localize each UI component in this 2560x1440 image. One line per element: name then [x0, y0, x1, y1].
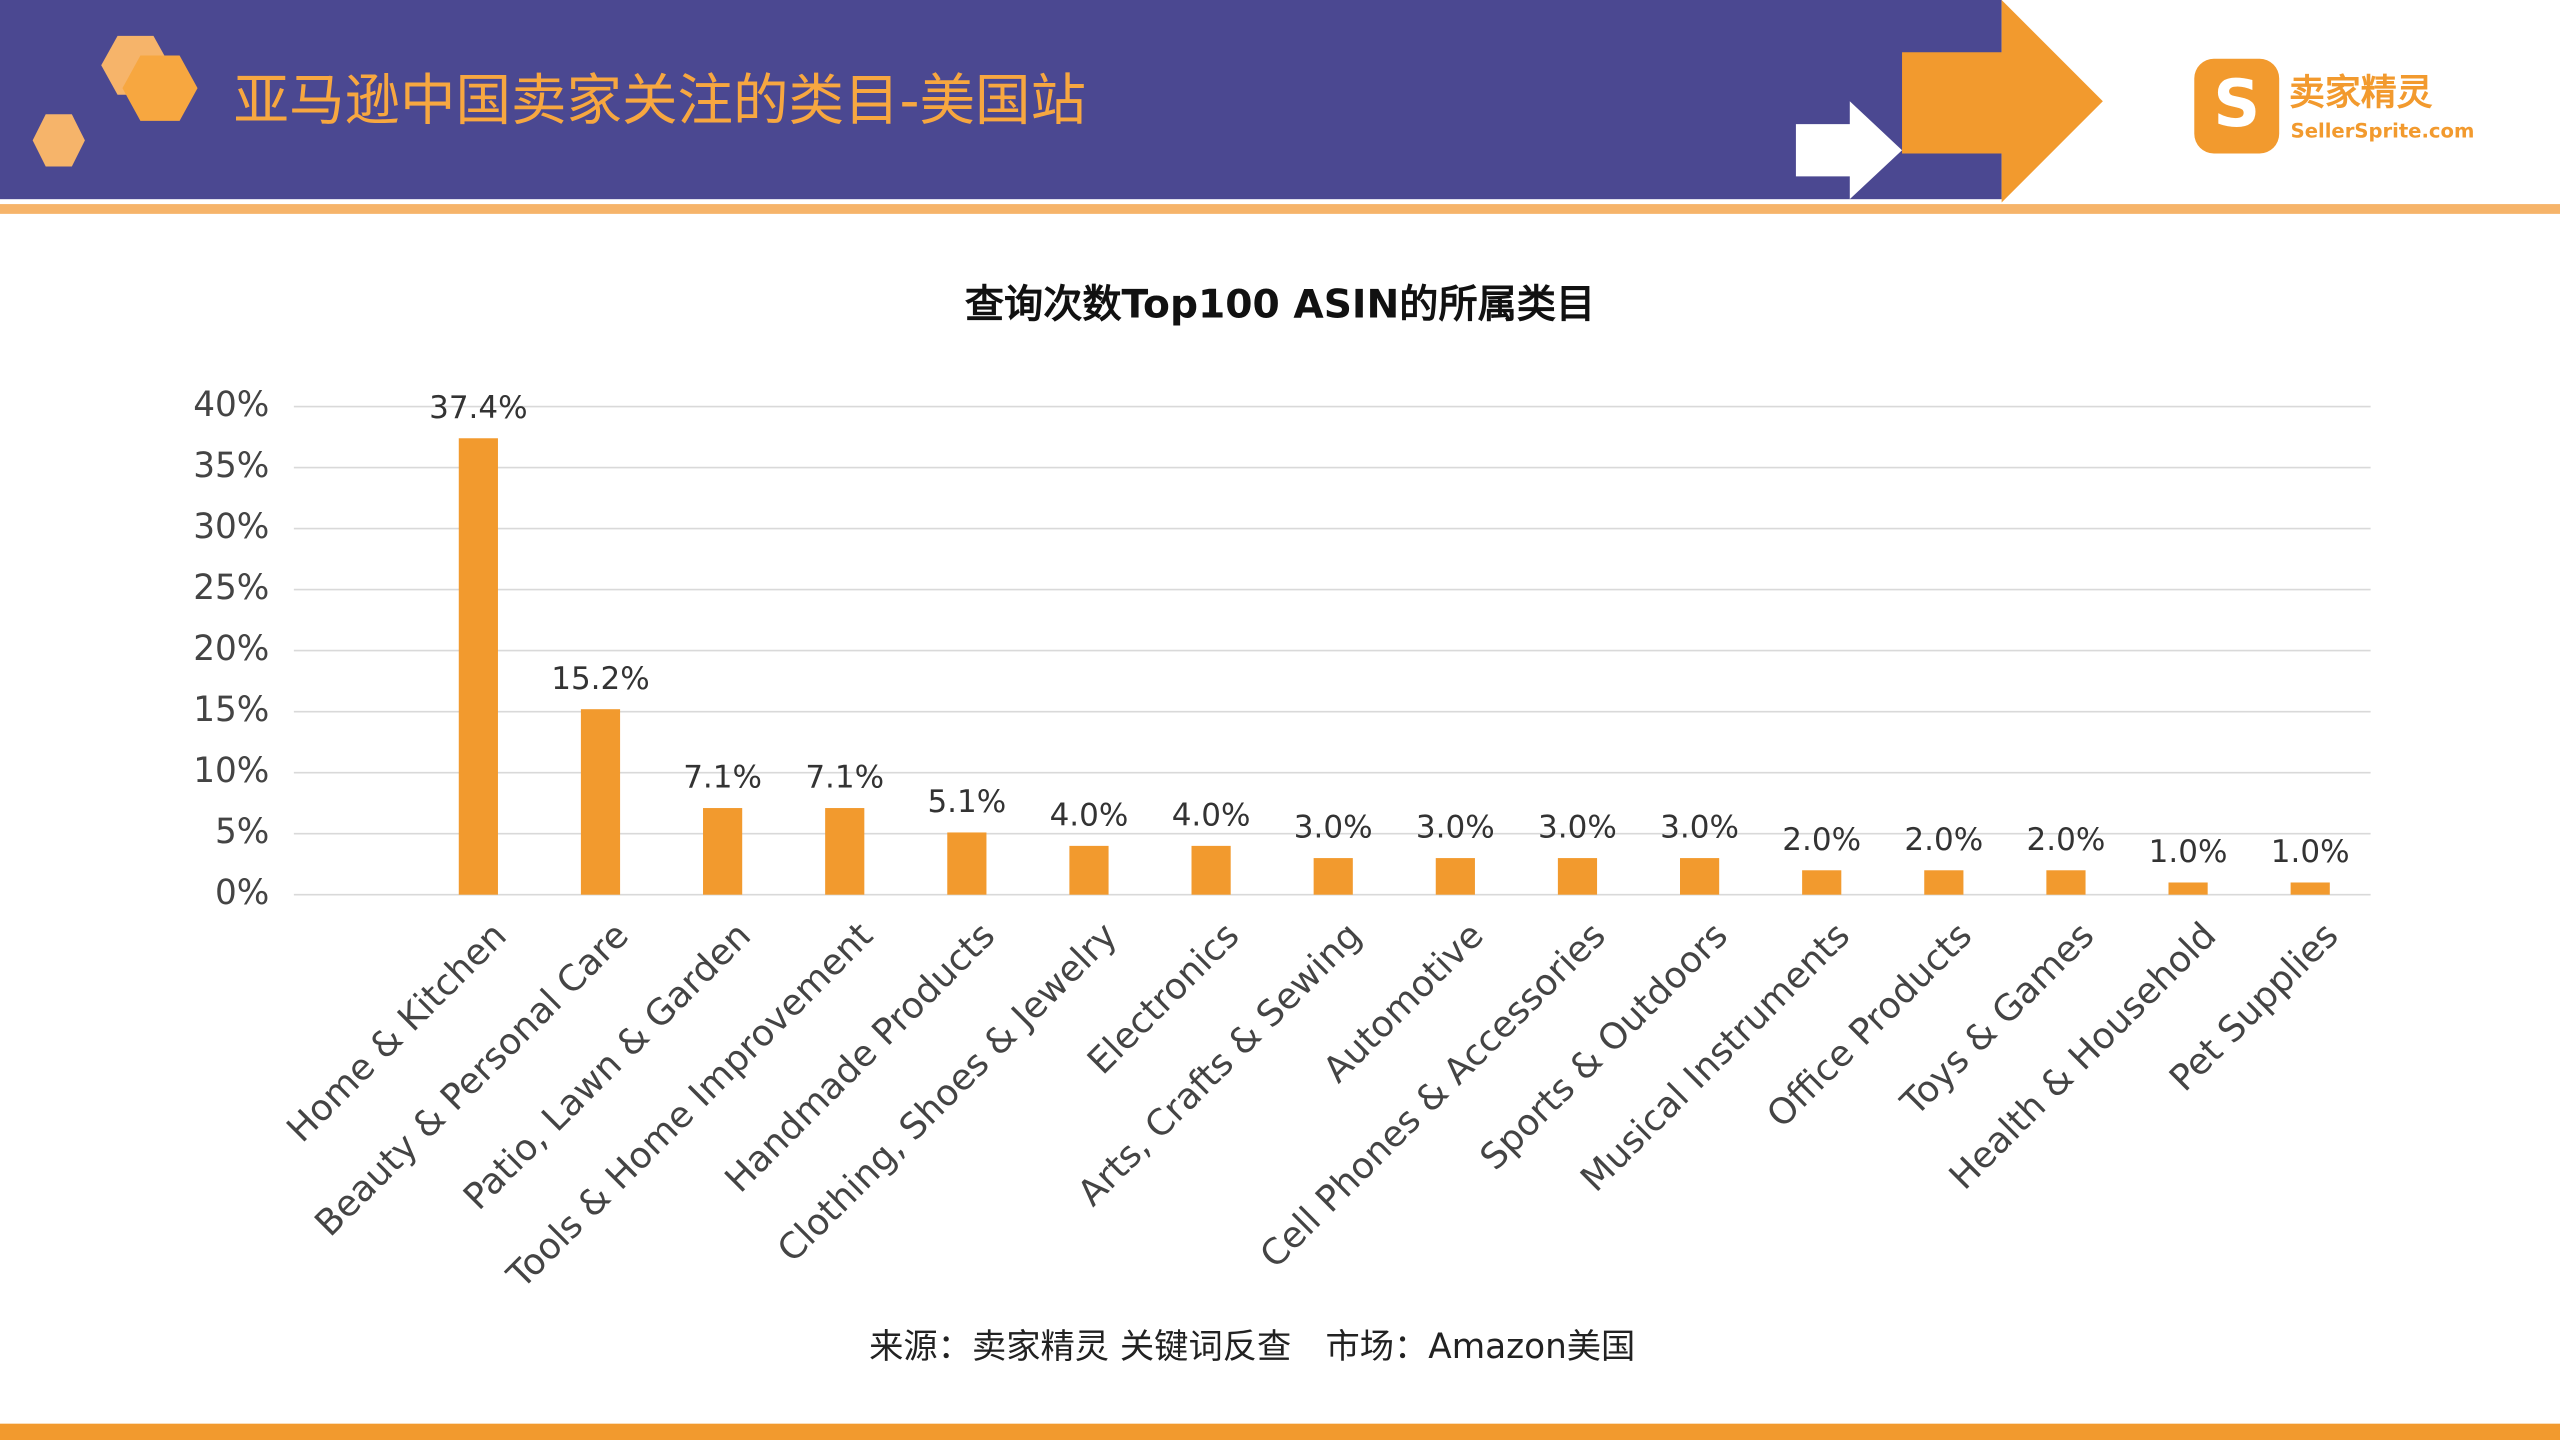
y-tick-label: 40%: [193, 385, 269, 425]
y-tick-label: 15%: [193, 690, 269, 730]
logo-site: SellerSprite.com: [2291, 120, 2475, 143]
logo-letter: S: [2213, 66, 2260, 142]
hexagon: [32, 114, 85, 167]
logo-name: 卖家精灵: [2289, 73, 2433, 114]
y-tick-label: 35%: [193, 446, 269, 486]
bar: [1557, 858, 1598, 895]
source-note: 来源：卖家精灵 关键词反查 市场：Amazon美国: [869, 1327, 1635, 1367]
data-label: 7.1%: [805, 760, 884, 796]
y-tick-label: 30%: [193, 507, 269, 547]
bar: [1069, 845, 1109, 895]
bar: [1435, 858, 1475, 895]
hexagon: [122, 55, 198, 121]
bar: [825, 808, 865, 895]
y-tick-label: 10%: [193, 751, 269, 791]
y-tick-label: 5%: [215, 812, 269, 852]
bar: [458, 438, 498, 895]
data-label: 37.4%: [429, 390, 528, 426]
arrow: [1902, 0, 2103, 203]
x-tick-label: Office Products: [1759, 915, 1980, 1136]
y-tick-label: 20%: [193, 629, 269, 669]
data-label: 3.0%: [1416, 810, 1495, 846]
chart-title: 查询次数Top100 ASIN的所属类目: [965, 282, 1595, 327]
header-title: 亚马逊中国卖家关注的类目-美国站: [233, 69, 1086, 134]
bar: [1680, 858, 1720, 895]
bar: [703, 808, 743, 895]
data-label: 3.0%: [1660, 810, 1739, 846]
data-label: 2.0%: [1782, 822, 1861, 858]
x-tick-label: Home & Kitchen: [279, 915, 514, 1150]
bar: [1802, 870, 1842, 895]
bar: [2168, 882, 2208, 895]
header-rule: [0, 204, 2560, 214]
data-label: 1.0%: [2149, 834, 2228, 870]
bar: [1924, 870, 1964, 895]
data-label: 4.0%: [1172, 797, 1251, 833]
data-label: 2.0%: [1904, 822, 1983, 858]
bar: [2290, 882, 2330, 895]
data-label: 15.2%: [551, 661, 650, 697]
y-tick-label: 0%: [215, 873, 269, 913]
data-label: 1.0%: [2271, 834, 2350, 870]
bar: [1313, 858, 1353, 895]
logo-icon: [2194, 58, 2280, 154]
data-label: 3.0%: [1538, 810, 1617, 846]
footer-rule: [0, 1423, 2560, 1440]
data-label: 4.0%: [1050, 797, 1129, 833]
arrow: [1795, 101, 1903, 200]
bar: [2046, 870, 2086, 895]
data-label: 7.1%: [683, 760, 762, 796]
bar: [1191, 845, 1231, 895]
data-label: 5.1%: [927, 784, 1006, 820]
y-tick-label: 25%: [193, 568, 269, 608]
header-band: [0, 0, 2002, 200]
bar: [580, 709, 621, 895]
data-label: 3.0%: [1294, 810, 1373, 846]
bar: [947, 832, 987, 895]
data-label: 2.0%: [2027, 822, 2106, 858]
